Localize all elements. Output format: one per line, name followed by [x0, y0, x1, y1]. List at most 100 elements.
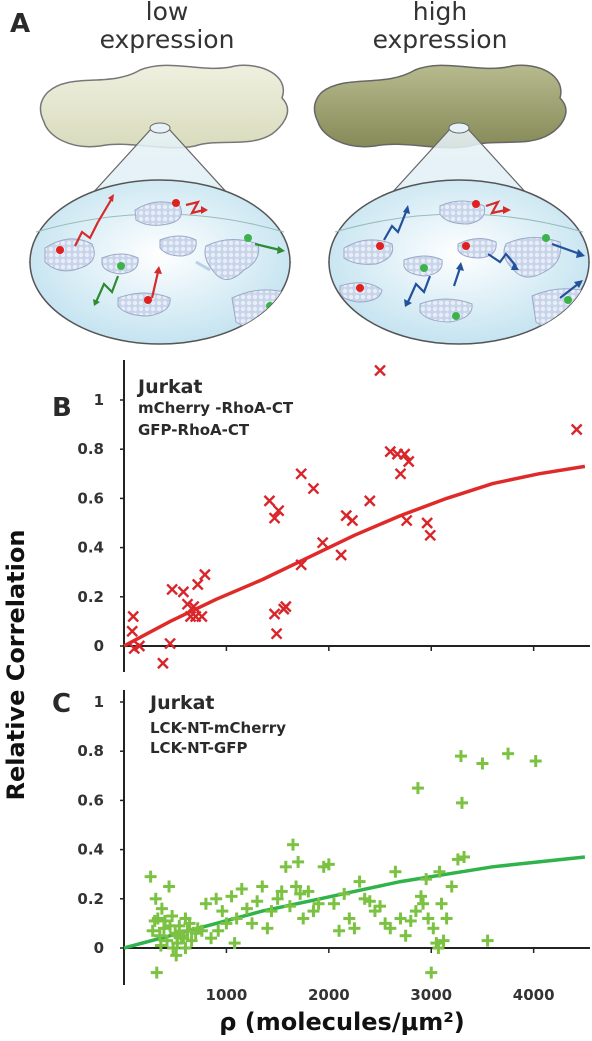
y-tick-label: 0.2: [77, 588, 104, 606]
y-tick-label: 0.6: [77, 489, 104, 507]
data-point: [529, 755, 542, 768]
data-point: [181, 924, 194, 937]
data-point: [295, 558, 308, 571]
data-point: [210, 892, 223, 905]
data-point: [268, 512, 281, 524]
panel-letter-b: B: [52, 393, 72, 423]
data-point: [409, 905, 422, 918]
data-point: [261, 922, 274, 935]
data-point: [295, 467, 308, 480]
data-point: [411, 782, 424, 795]
data-point: [199, 568, 211, 581]
y-tick-label: 0.6: [77, 791, 104, 809]
data-point: [338, 887, 351, 900]
data-point: [216, 905, 229, 918]
data-point: [297, 912, 310, 925]
data-point: [402, 455, 415, 468]
data-point: [271, 892, 284, 905]
data-point: [205, 932, 218, 945]
data-point: [286, 838, 299, 851]
data-point: [154, 939, 167, 952]
data-point: [177, 932, 190, 945]
data-point: [195, 924, 208, 937]
data-point: [179, 942, 192, 954]
data-point: [240, 902, 253, 915]
data-point: [570, 423, 583, 436]
y-tick-label: 0.2: [77, 890, 104, 908]
data-point: [445, 880, 458, 893]
data-point: [263, 495, 276, 507]
data-point: [307, 482, 320, 495]
data-point: [177, 586, 190, 598]
y-tick-label: 0.8: [77, 440, 104, 458]
data-point: [374, 900, 387, 913]
chart-annotation-title: Jurkat: [136, 376, 203, 398]
fit-curve: [123, 464, 586, 648]
data-point: [149, 892, 162, 905]
chart-annotation-line: LCK-NT-GFP: [150, 739, 247, 757]
data-point: [191, 578, 204, 591]
data-point: [424, 529, 437, 542]
data-point: [322, 858, 335, 871]
data-point: [421, 517, 434, 529]
data-point: [294, 887, 307, 900]
data-point: [151, 912, 164, 925]
data-point: [425, 966, 438, 979]
data-point: [502, 747, 515, 760]
x-tick-label: 4000: [513, 986, 555, 1004]
data-point: [476, 757, 489, 770]
data-point: [225, 890, 238, 903]
data-point: [279, 860, 292, 873]
data-point: [455, 796, 468, 809]
data-point: [435, 897, 448, 910]
data-point: [394, 912, 407, 925]
x-tick-label: 2000: [308, 986, 350, 1004]
data-point: [173, 919, 186, 932]
data-point: [187, 600, 200, 613]
data-point: [171, 929, 184, 942]
data-point: [302, 885, 315, 898]
data-point: [451, 853, 464, 866]
high-expression-label-line2: expression: [373, 25, 508, 54]
data-point: [170, 949, 183, 962]
data-point: [292, 855, 305, 868]
data-point: [433, 865, 446, 878]
data-point: [270, 627, 283, 640]
data-point: [290, 880, 303, 893]
data-point: [399, 929, 412, 942]
data-point: [127, 610, 140, 623]
data-point: [312, 897, 325, 910]
data-point: [481, 934, 494, 947]
data-point: [181, 598, 194, 611]
x-tick-label: 3000: [410, 986, 452, 1004]
data-point: [164, 637, 176, 650]
data-point: [157, 657, 169, 670]
data-point: [316, 536, 329, 549]
data-point: [251, 895, 264, 908]
chart-c: 0 0.2 0.4 0.6 0.8 1 Jurkat LCK-NT-mCherry LCK-NT…: [77, 690, 590, 1004]
data-point: [335, 549, 347, 561]
y-tick-label: 0.8: [77, 742, 104, 760]
y-axis-title: Relative Correlation: [2, 530, 30, 801]
data-point: [150, 966, 163, 979]
data-point: [432, 942, 445, 954]
data-point: [454, 750, 467, 763]
data-point: [394, 467, 407, 480]
data-point: [155, 902, 168, 915]
data-point: [440, 912, 453, 925]
data-point: [353, 875, 366, 888]
data-point: [348, 922, 361, 935]
y-tick-label: 0.4: [77, 539, 104, 557]
data-point: [420, 873, 433, 886]
chart-annotation-line: mCherry -RhoA-CT: [138, 399, 294, 417]
data-point: [422, 912, 435, 925]
membrane-domains-left: [44, 194, 290, 333]
data-point: [384, 922, 397, 935]
data-point: [333, 924, 346, 937]
data-point: [220, 917, 233, 930]
data-point: [417, 897, 430, 910]
data-point: [235, 882, 248, 895]
data-point: [230, 912, 243, 925]
data-point: [400, 514, 413, 527]
